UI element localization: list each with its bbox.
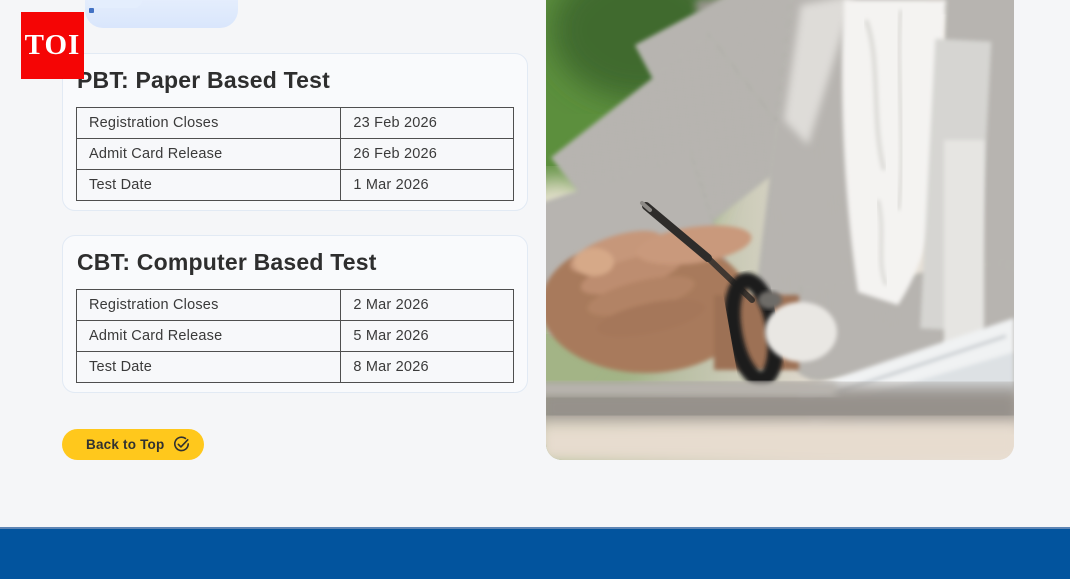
back-to-top-label: Back to Top — [86, 437, 165, 452]
pbt-schedule-table: Registration Closes 23 Feb 2026 Admit Ca… — [75, 107, 514, 201]
cbt-schedule-card: CBT: Computer Based Test Registration Cl… — [62, 235, 528, 393]
row-label: Test Date — [75, 169, 342, 201]
row-value: 5 Mar 2026 — [340, 320, 514, 352]
table-row: Admit Card Release 26 Feb 2026 — [75, 138, 514, 170]
table-row: Test Date 8 Mar 2026 — [75, 351, 514, 383]
row-label: Test Date — [75, 351, 342, 383]
table-row: Admit Card Release 5 Mar 2026 — [75, 320, 514, 352]
row-value: 8 Mar 2026 — [340, 351, 514, 383]
row-value: 23 Feb 2026 — [340, 107, 514, 139]
row-value: 2 Mar 2026 — [340, 289, 514, 321]
pbt-schedule-card: PBT: Paper Based Test Registration Close… — [62, 53, 528, 211]
toi-logo-text: TOI — [24, 29, 81, 61]
banner-glyph-icon — [89, 8, 94, 13]
footer-bar — [0, 527, 1070, 579]
row-label: Registration Closes — [75, 107, 342, 139]
row-value: 1 Mar 2026 — [340, 169, 514, 201]
businessman-desk-illustration — [546, 0, 1014, 460]
article-photo — [546, 0, 1014, 460]
cbt-card-title: CBT: Computer Based Test — [77, 249, 377, 275]
row-value: 26 Feb 2026 — [340, 138, 514, 170]
pbt-card-title: PBT: Paper Based Test — [77, 67, 331, 93]
row-label: Admit Card Release — [75, 320, 342, 352]
table-row: Test Date 1 Mar 2026 — [75, 169, 514, 201]
row-label: Registration Closes — [75, 289, 342, 321]
table-row: Registration Closes 2 Mar 2026 — [75, 289, 514, 321]
table-row: Registration Closes 23 Feb 2026 — [75, 107, 514, 139]
cutoff-banner-tab — [88, 0, 142, 8]
back-to-top-button[interactable]: Back to Top — [62, 429, 205, 460]
row-label: Admit Card Release — [75, 138, 342, 170]
check-circle-icon — [174, 436, 190, 452]
toi-logo[interactable]: TOI — [21, 12, 84, 79]
cbt-schedule-table: Registration Closes 2 Mar 2026 Admit Car… — [75, 289, 514, 383]
